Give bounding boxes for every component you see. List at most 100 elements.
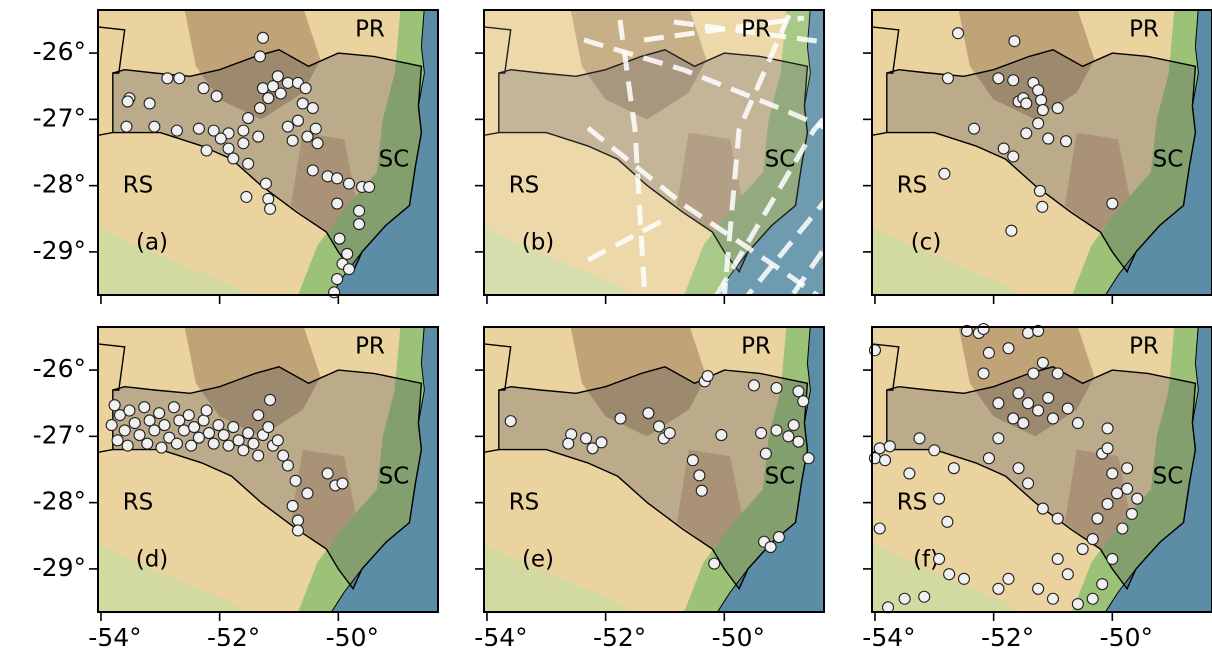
map-panel: PRSCRS(c): [863, 7, 1212, 304]
station-point: [1062, 569, 1073, 580]
station-point: [278, 450, 289, 461]
station-point: [171, 125, 182, 136]
station-point: [1036, 95, 1047, 106]
station-point: [942, 73, 953, 84]
station-point: [248, 438, 259, 449]
station-point: [1052, 368, 1063, 379]
station-point: [643, 408, 654, 419]
station-point: [122, 96, 133, 107]
station-point: [121, 121, 132, 132]
station-point: [1023, 327, 1034, 338]
station-point: [1092, 513, 1103, 524]
station-point: [884, 441, 895, 452]
station-point: [748, 380, 759, 391]
station-point: [154, 408, 165, 419]
station-point: [1037, 105, 1048, 116]
station-point: [159, 420, 170, 431]
station-point: [310, 123, 321, 134]
station-point: [1028, 368, 1039, 379]
station-point: [354, 219, 365, 230]
station-point: [243, 428, 254, 439]
station-point: [243, 158, 254, 169]
station-point: [1009, 36, 1020, 47]
station-point: [253, 131, 264, 142]
station-point: [969, 123, 980, 134]
station-point: [354, 205, 365, 216]
station-point: [798, 396, 809, 407]
station-point: [312, 138, 323, 149]
station-point: [171, 438, 182, 449]
x-tick-label: -54°: [862, 623, 915, 652]
state-label: SC: [379, 147, 410, 173]
station-point: [332, 173, 343, 184]
map-panel: PRSCRS(f)-54°-52°-50°: [862, 323, 1212, 652]
station-point: [1037, 503, 1048, 514]
station-point: [899, 593, 910, 604]
station-point: [948, 463, 959, 474]
station-point: [904, 468, 915, 479]
state-label: PR: [741, 334, 771, 360]
state-label: PR: [355, 17, 385, 43]
station-point: [343, 264, 354, 275]
station-point: [1102, 498, 1113, 509]
station-point: [282, 121, 293, 132]
station-point: [993, 433, 1004, 444]
station-point: [1126, 508, 1137, 519]
station-point: [919, 591, 930, 602]
station-point: [993, 398, 1004, 409]
station-point: [263, 193, 274, 204]
station-point: [1021, 98, 1032, 109]
y-tick-label: -26°: [33, 354, 86, 383]
panel-label: (a): [136, 230, 168, 256]
station-point: [914, 433, 925, 444]
station-point: [253, 410, 264, 421]
station-point: [253, 450, 264, 461]
state-label: RS: [897, 490, 928, 516]
station-point: [1013, 388, 1024, 399]
y-tick-label: -28°: [33, 487, 86, 516]
station-point: [292, 515, 303, 526]
station-point: [134, 430, 145, 441]
station-point: [1072, 418, 1083, 429]
station-point: [322, 468, 333, 479]
station-point: [144, 98, 155, 109]
station-point: [223, 143, 234, 154]
station-point: [1037, 357, 1048, 368]
station-point: [238, 125, 249, 136]
panel-label: (c): [911, 230, 942, 256]
station-point: [174, 73, 185, 84]
panel-label: (b): [522, 230, 555, 256]
station-point: [272, 71, 283, 82]
station-point: [1117, 523, 1128, 534]
state-label: SC: [379, 464, 410, 490]
station-point: [983, 453, 994, 464]
station-point: [198, 415, 209, 426]
x-tick-label: -50°: [326, 623, 379, 652]
station-point: [343, 178, 354, 189]
station-point: [929, 445, 940, 456]
station-point: [1033, 405, 1044, 416]
station-point: [1112, 488, 1123, 499]
station-point: [292, 525, 303, 536]
station-point: [978, 368, 989, 379]
station-point: [287, 135, 298, 146]
station-point: [1003, 573, 1014, 584]
y-tick-label: -26°: [33, 37, 86, 66]
station-point: [702, 371, 713, 382]
panel-label: (d): [136, 547, 169, 573]
station-point: [874, 523, 885, 534]
station-point: [1003, 343, 1014, 354]
station-point: [302, 488, 313, 499]
station-point: [1047, 593, 1058, 604]
state-label: RS: [509, 173, 540, 199]
station-point: [1132, 493, 1143, 504]
panel-label: (e): [522, 547, 554, 573]
station-point: [1087, 593, 1098, 604]
station-point: [201, 145, 212, 156]
station-point: [208, 438, 219, 449]
y-tick-label: -29°: [33, 236, 86, 265]
station-point: [953, 28, 964, 39]
station-point: [1052, 553, 1063, 564]
station-point: [581, 433, 592, 444]
